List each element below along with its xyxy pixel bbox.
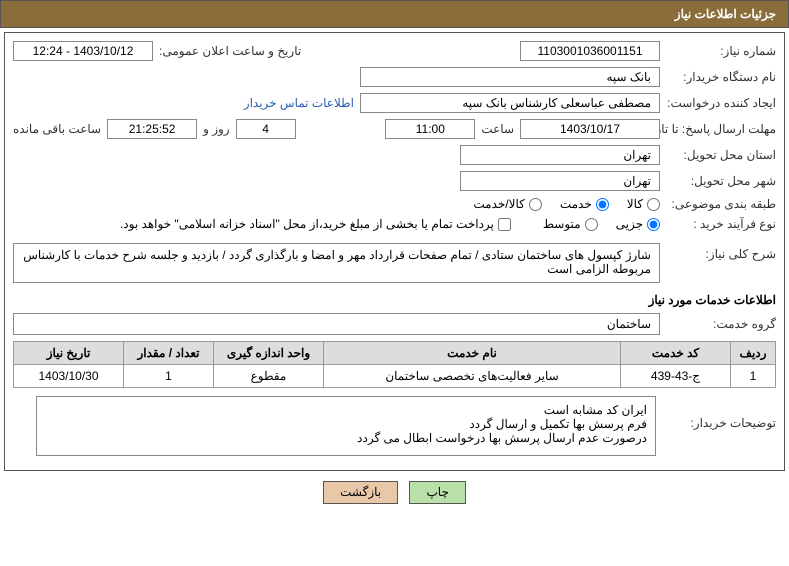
header-title: جزئیات اطلاعات نیاز [675,7,776,21]
radio-goods[interactable]: کالا [627,197,660,211]
delivery-province-label: استان محل تحویل: [666,148,776,162]
days-and-label: روز و [203,122,230,136]
cell-qty: 1 [124,365,214,388]
radio-both-input[interactable] [529,198,542,211]
radio-both-label: کالا/خدمت [473,197,524,211]
buyer-note-line-1: ایران کد مشابه است [45,403,647,417]
radio-service-input[interactable] [596,198,609,211]
requester-label: ایجاد کننده درخواست: [666,96,776,110]
deadline-label: مهلت ارسال پاسخ: تا تاریخ: [666,122,776,136]
summary-textarea: شارژ کپسول های ساختمان ستادی / تمام صفحا… [13,243,660,283]
payment-note-label: پرداخت تمام یا بخشی از مبلغ خرید،از محل … [120,217,494,231]
main-form: شماره نیاز: تاریخ و ساعت اعلان عمومی: نا… [4,32,785,471]
radio-medium-label: متوسط [543,217,581,231]
cell-code: ج-43-439 [621,365,731,388]
cell-name: سایر فعالیت‌های تخصصی ساختمان [324,365,621,388]
need-number-field [520,41,660,61]
time-label: ساعت [481,122,514,136]
service-group-label: گروه خدمت: [666,317,776,331]
payment-checkbox[interactable]: پرداخت تمام یا بخشی از مبلغ خرید،از محل … [120,217,511,231]
radio-medium[interactable]: متوسط [543,217,598,231]
back-button[interactable]: بازگشت [323,481,398,504]
th-date: تاریخ نیاز [14,342,124,365]
requester-field [360,93,660,113]
cell-unit: مقطوع [214,365,324,388]
button-row: چاپ بازگشت [0,481,789,504]
days-remaining-field [236,119,296,139]
radio-partial-input[interactable] [647,218,660,231]
remaining-label: ساعت باقی مانده [13,122,101,136]
radio-goods-label: کالا [627,197,643,211]
print-button[interactable]: چاپ [409,481,465,504]
radio-medium-input[interactable] [585,218,598,231]
cell-row: 1 [731,365,776,388]
services-table: ردیف کد خدمت نام خدمت واحد اندازه گیری ت… [13,341,776,388]
summary-label: شرح کلی نیاز: [666,243,776,261]
table-row: 1 ج-43-439 سایر فعالیت‌های تخصصی ساختمان… [14,365,776,388]
time-remaining-field [107,119,197,139]
announce-date-field [13,41,153,61]
th-code: کد خدمت [621,342,731,365]
buyer-org-field [360,67,660,87]
th-qty: تعداد / مقدار [124,342,214,365]
page-header: جزئیات اطلاعات نیاز [0,0,789,28]
service-group-field: ساختمان [13,313,660,335]
delivery-city-field [460,171,660,191]
payment-checkbox-input[interactable] [498,218,511,231]
category-radio-group: کالا خدمت کالا/خدمت [473,197,660,211]
deadline-time-field [385,119,475,139]
radio-partial[interactable]: جزیی [616,217,660,231]
need-number-label: شماره نیاز: [666,44,776,58]
announce-date-label: تاریخ و ساعت اعلان عمومی: [159,44,301,58]
radio-goods-input[interactable] [647,198,660,211]
radio-service-label: خدمت [560,197,592,211]
buyer-contact-link[interactable]: اطلاعات تماس خریدار [244,96,354,110]
process-radio-group: جزیی متوسط [543,217,660,231]
buyer-note-line-2: فرم پرسش بها تکمیل و ارسال گردد [45,417,647,431]
th-row: ردیف [731,342,776,365]
radio-service[interactable]: خدمت [560,197,609,211]
th-name: نام خدمت [324,342,621,365]
buyer-note-line-3: درصورت عدم ارسال پرسش بها درخواست ابطال … [45,431,647,445]
radio-partial-label: جزیی [616,217,643,231]
radio-both[interactable]: کالا/خدمت [473,197,541,211]
services-section-title: اطلاعات خدمات مورد نیاز [13,293,776,307]
deadline-date-field [520,119,660,139]
buyer-notes-box: ایران کد مشابه است فرم پرسش بها تکمیل و … [36,396,656,456]
delivery-city-label: شهر محل تحویل: [666,174,776,188]
cell-date: 1403/10/30 [14,365,124,388]
th-unit: واحد اندازه گیری [214,342,324,365]
table-header-row: ردیف کد خدمت نام خدمت واحد اندازه گیری ت… [14,342,776,365]
delivery-province-field [460,145,660,165]
category-label: طبقه بندی موضوعی: [666,197,776,211]
buyer-notes-label: توضیحات خریدار: [666,396,776,430]
process-type-label: نوع فرآیند خرید : [666,217,776,231]
buyer-org-label: نام دستگاه خریدار: [666,70,776,84]
